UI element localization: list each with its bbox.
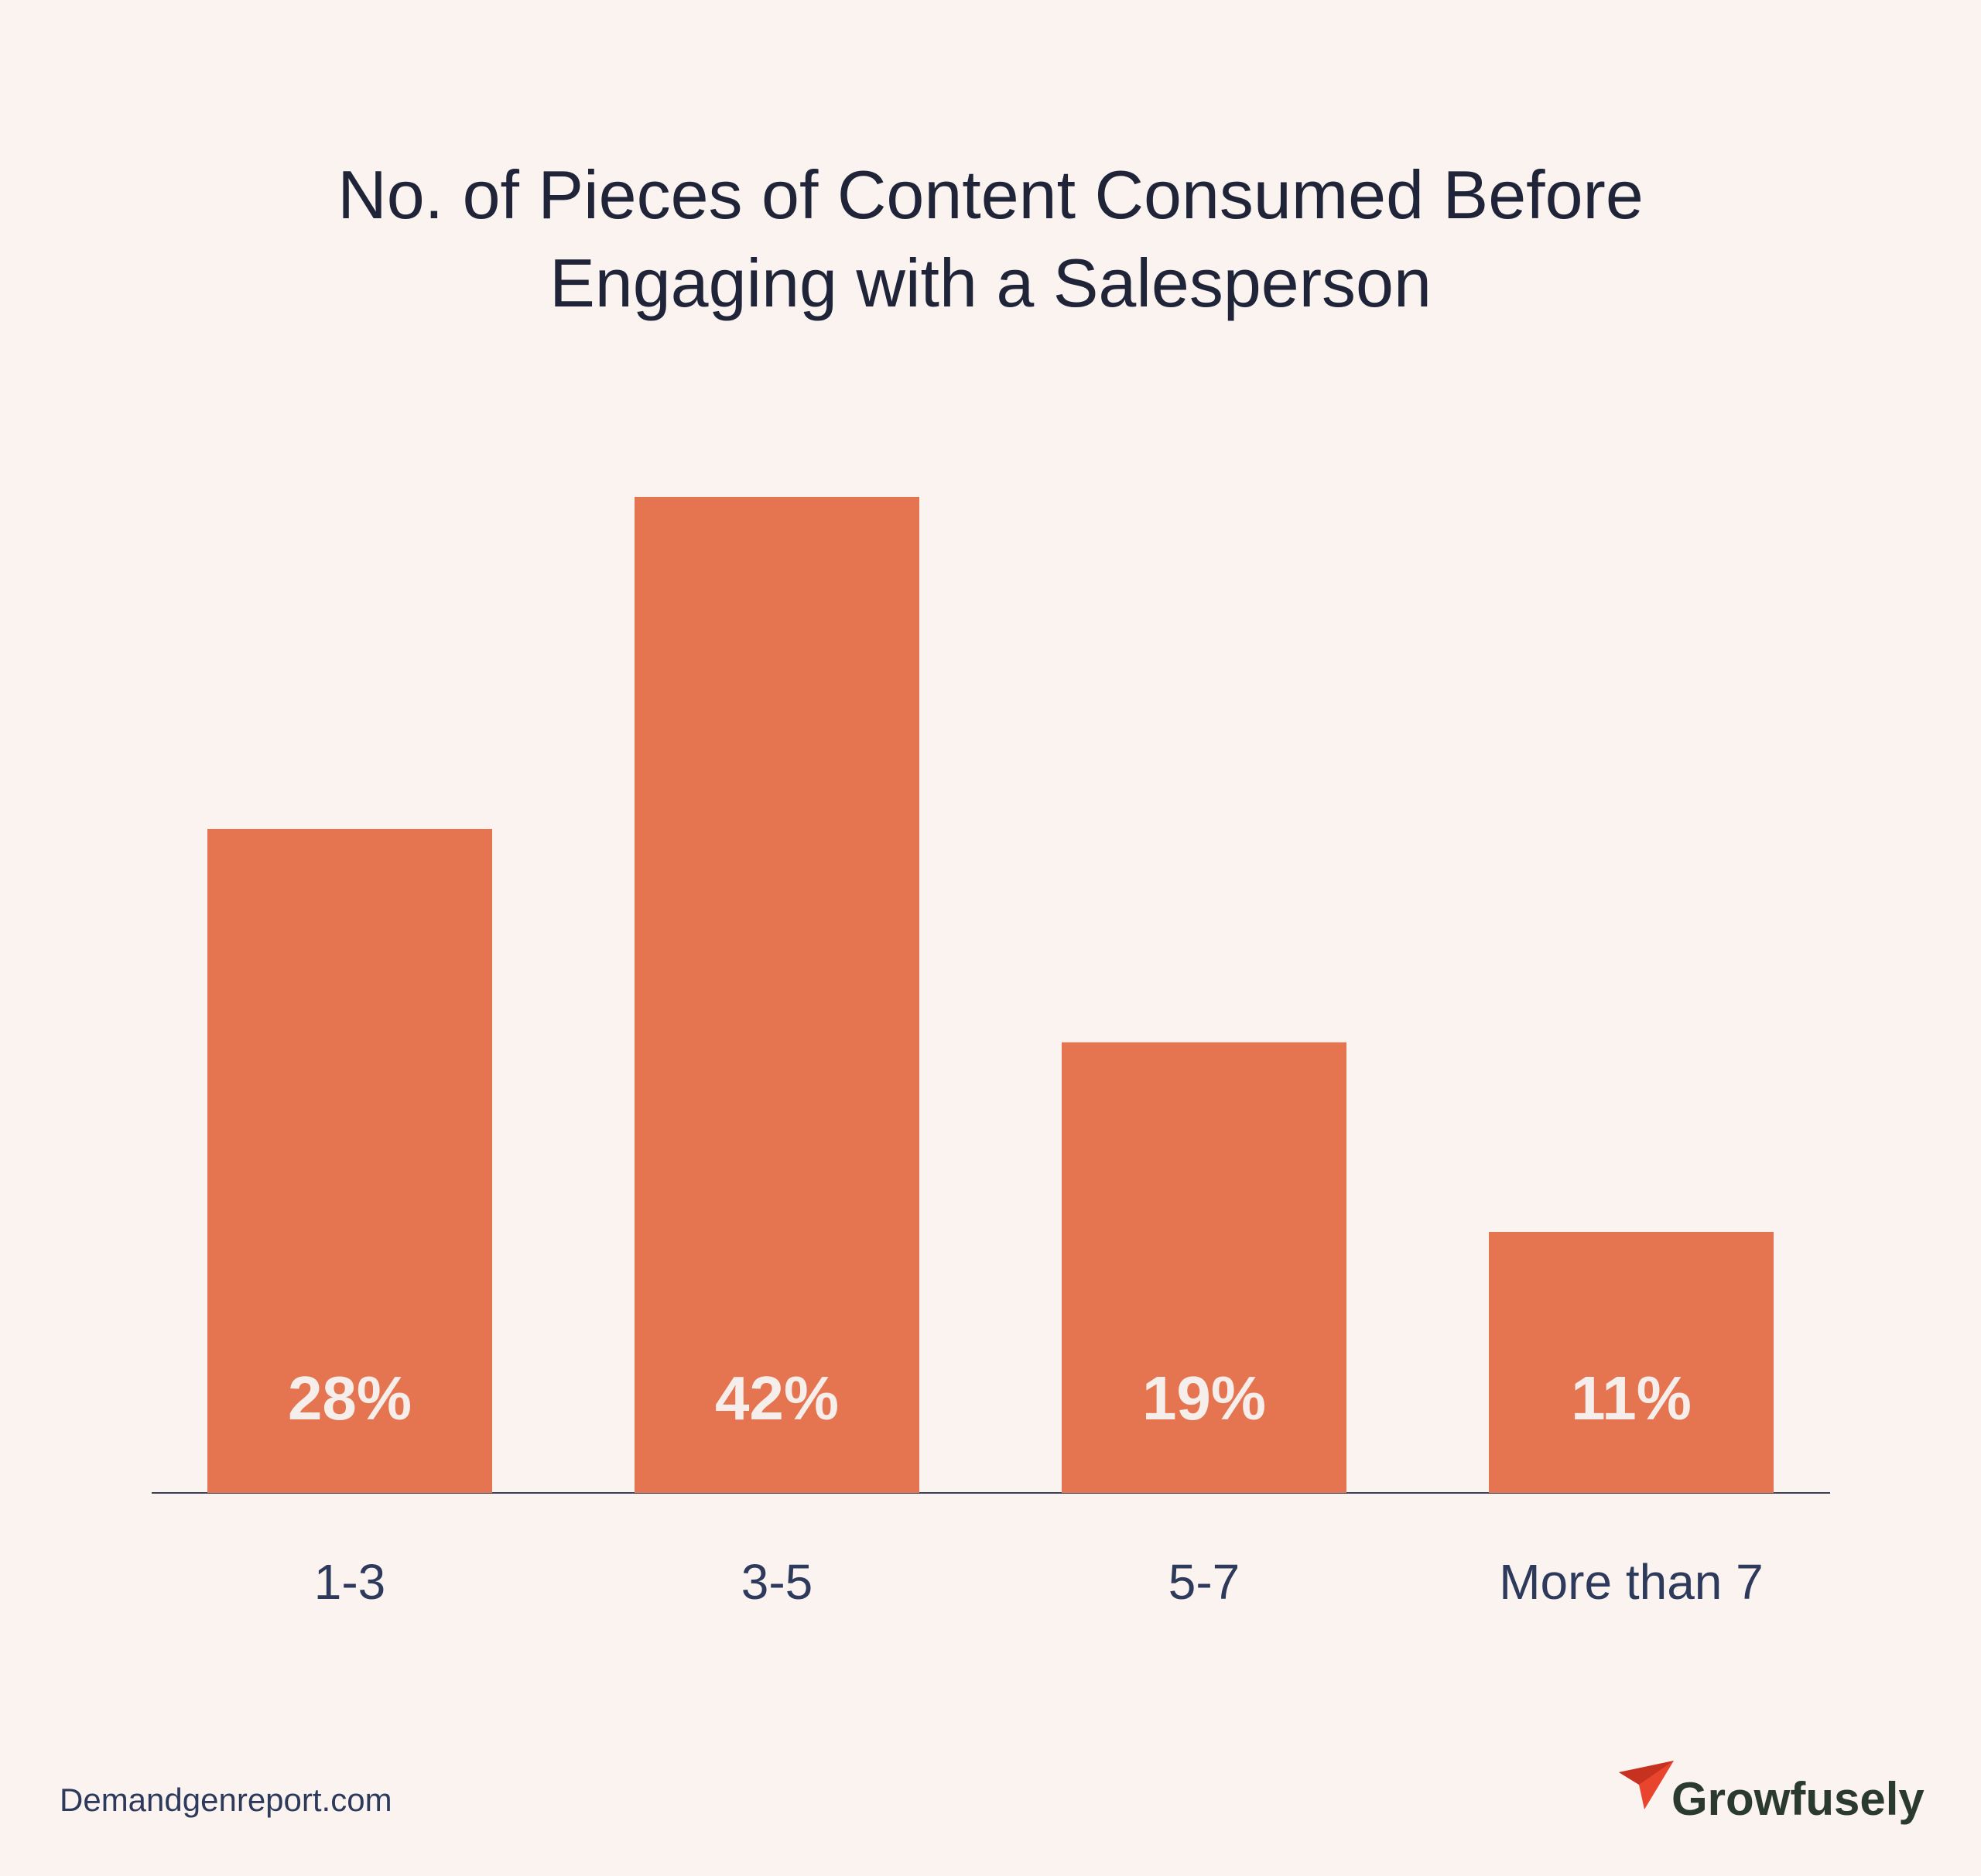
chart-title: No. of Pieces of Content Consumed Before…: [337, 156, 1644, 321]
x-tick-label: 1-3: [314, 1554, 386, 1610]
value-label: 28%: [288, 1364, 412, 1433]
logo-icon-fold: [1619, 1761, 1674, 1785]
value-label: 42%: [715, 1364, 839, 1433]
source: Demandgenreport.com: [60, 1782, 392, 1818]
value-label: 19%: [1142, 1364, 1266, 1433]
bar: [1062, 1042, 1346, 1493]
x-tick-label: 5-7: [1168, 1554, 1240, 1610]
brand: Growfusely: [1671, 1773, 1925, 1825]
bar: [635, 497, 919, 1493]
x-tick-label: More than 7: [1499, 1554, 1764, 1610]
bar: [1489, 1231, 1774, 1493]
value-label: 11%: [1571, 1364, 1692, 1433]
bar: [207, 829, 492, 1493]
x-tick-label: 3-5: [741, 1554, 813, 1610]
